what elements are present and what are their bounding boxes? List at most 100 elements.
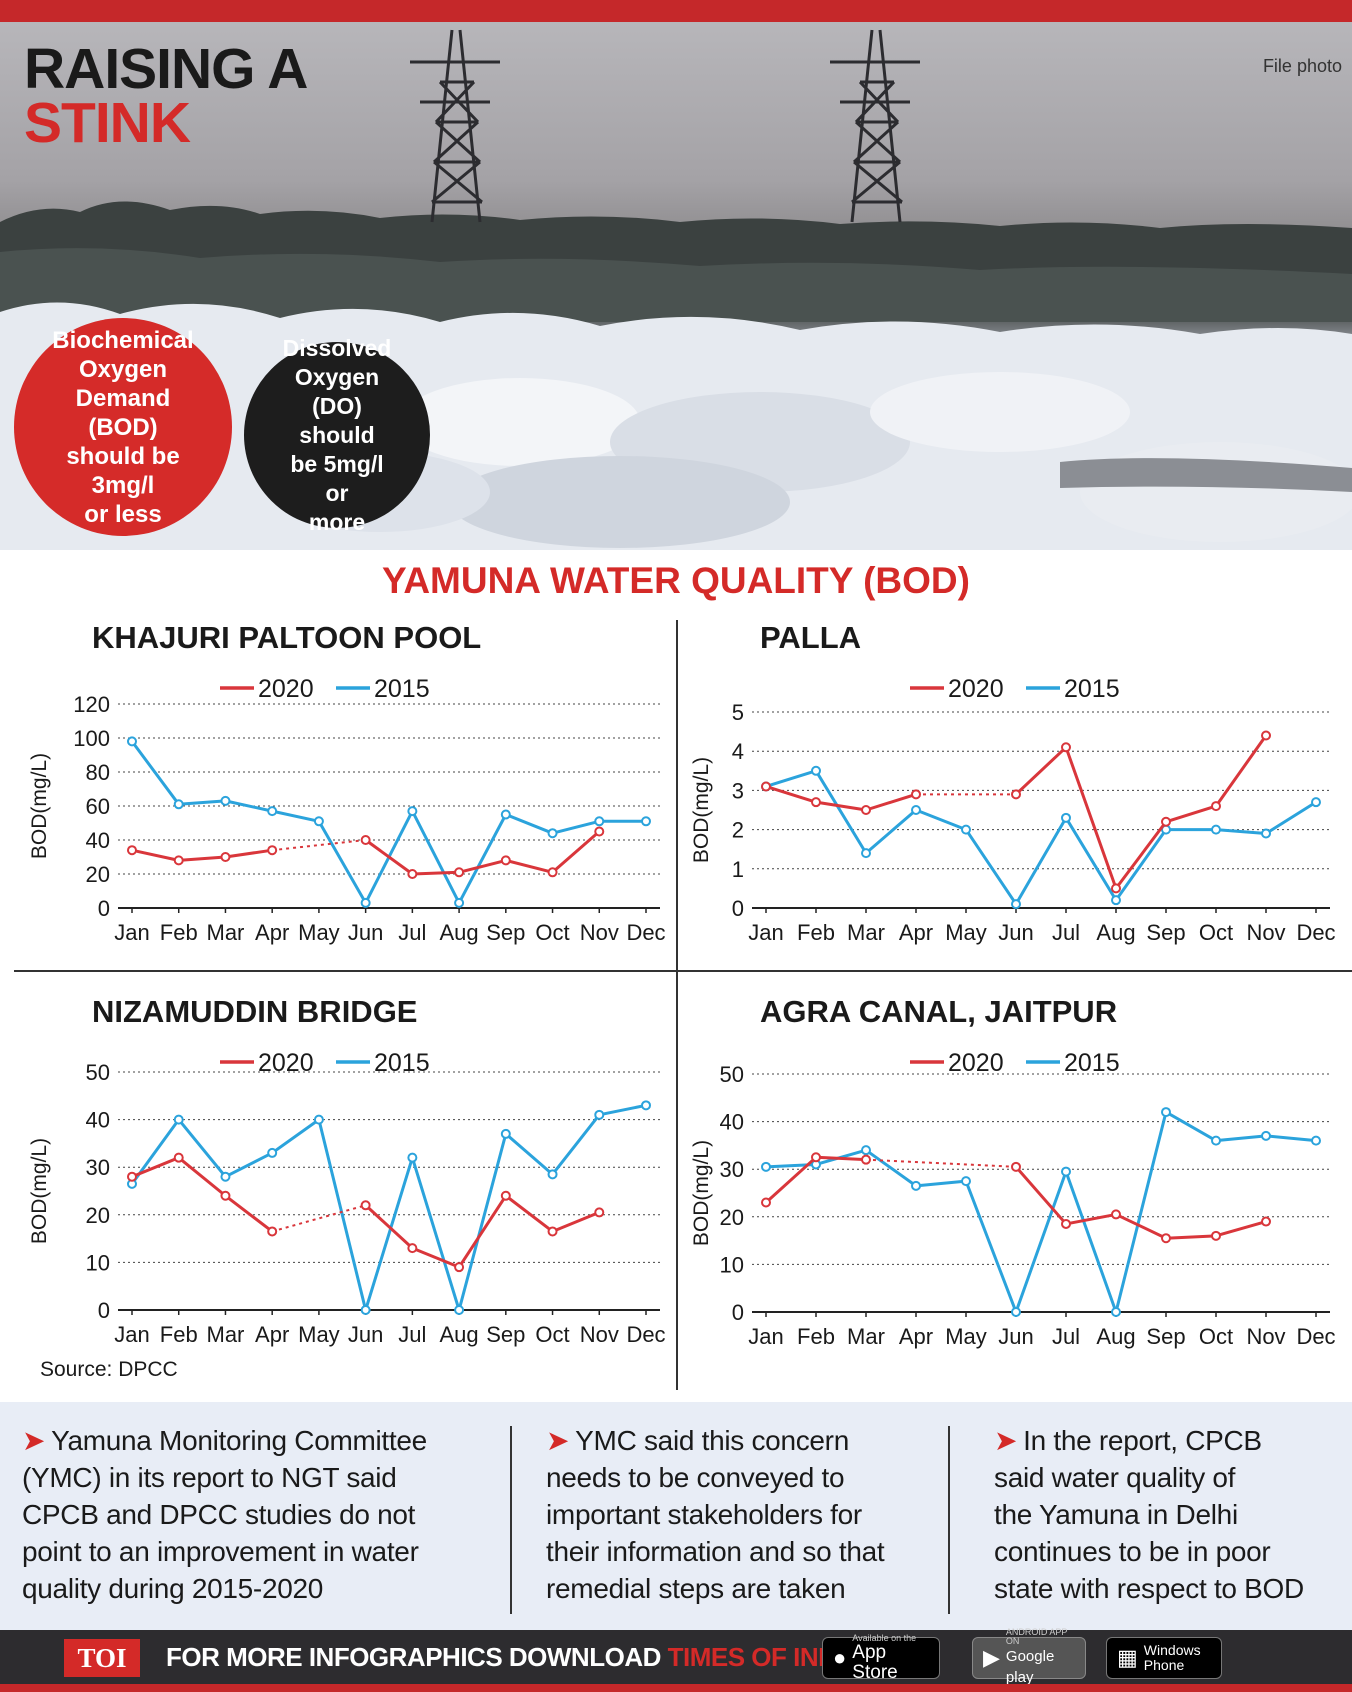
series-segment-2015: [964, 828, 1018, 906]
data-point-2015: [454, 1305, 465, 1315]
data-point-2020: [127, 845, 137, 856]
data-point-2020: [127, 1171, 137, 1182]
x-tick-label: May: [298, 1322, 340, 1347]
bod-badge-line: Demand (BOD): [75, 384, 171, 441]
legend-label-2020: 2020: [948, 1049, 1004, 1077]
series-segment-2015: [177, 1118, 227, 1179]
x-tick-label: Jul: [398, 920, 426, 945]
windows-icon: ▦: [1117, 1645, 1138, 1670]
series-segment-2015: [410, 1156, 461, 1312]
data-point-2020: [220, 1190, 231, 1201]
data-point-2020: [1161, 1233, 1171, 1244]
x-tick-label: Oct: [535, 920, 569, 945]
windows-phone-button[interactable]: ▦ Windows Phone: [1106, 1637, 1222, 1679]
panel-title: KHAJURI PALTOON POOL: [92, 620, 481, 655]
series-segment-2015: [1114, 1110, 1168, 1314]
series-segment-2015: [1064, 1170, 1118, 1314]
y-tick-label: 0: [732, 896, 744, 921]
x-tick-label: Jan: [748, 1324, 783, 1349]
note-line: YMC said this concern: [575, 1425, 849, 1456]
data-point-2015: [500, 809, 511, 820]
data-point-2015: [313, 1114, 324, 1125]
x-tick-label: Jul: [1052, 920, 1080, 945]
x-tick-label: Aug: [440, 920, 479, 945]
series-segment-2020: [864, 792, 918, 812]
series-segment-2015: [597, 1103, 648, 1117]
x-tick-label: Mar: [207, 920, 245, 945]
series-segment-2020: [457, 1194, 508, 1269]
note-line: continues to be in poor: [994, 1536, 1271, 1567]
x-tick-label: Dec: [1296, 1324, 1335, 1349]
data-point-2015: [1061, 812, 1071, 823]
series-segment-2015: [317, 1118, 368, 1312]
data-point-2015: [961, 824, 971, 835]
series-segment-2020: [1014, 1165, 1068, 1226]
y-tick-label: 1: [732, 857, 744, 882]
data-point-2015: [1261, 828, 1271, 839]
series-segment-2015: [1014, 1170, 1068, 1314]
x-tick-label: Dec: [1296, 920, 1335, 945]
data-point-2015: [911, 805, 921, 815]
y-axis-label: BOD(mg/L): [28, 1138, 51, 1244]
pylon-left: [410, 29, 500, 223]
y-tick-label: 120: [73, 692, 110, 717]
x-tick-label: Feb: [160, 920, 198, 945]
hero-title: RAISING A STINK: [24, 41, 308, 152]
series-segment-2015: [1214, 828, 1268, 836]
data-point-2015: [1011, 899, 1021, 910]
x-tick-label: Nov: [1246, 1324, 1285, 1349]
series-segment-2015: [410, 809, 461, 905]
y-tick-label: 4: [732, 739, 744, 764]
x-tick-label: Sep: [1146, 1324, 1185, 1349]
note-cpcb-report: ➤ In the report, CPCB said water quality …: [994, 1422, 1304, 1607]
data-point-2015: [641, 1100, 651, 1111]
agra-canal-jaitpur-chart: AGRA CANAL, JAITPUR 2020 2015 0 10 20 30 40 50 Ja…: [690, 994, 1336, 1349]
legend-label-2015: 2015: [1064, 1049, 1120, 1077]
data-point-2020: [407, 869, 418, 879]
app-store-button[interactable]: ● Available on the App Store: [822, 1632, 940, 1682]
data-point-2020: [407, 1243, 418, 1254]
x-tick-label: May: [298, 920, 340, 945]
source-note: Source: DPCC: [40, 1358, 178, 1381]
google-play-button[interactable]: ▶ ANDROID APP ON Google play: [972, 1628, 1086, 1686]
note-line: important stakeholders for: [546, 1499, 862, 1530]
series-segment-2015: [914, 1179, 968, 1188]
data-point-2015: [641, 816, 651, 827]
data-point-2020: [454, 1262, 465, 1273]
google-play-small-label: ANDROID APP ON: [1005, 1627, 1068, 1646]
data-point-2015: [407, 1152, 418, 1163]
series-segment-2020: [551, 830, 601, 874]
toi-logo[interactable]: TOI: [64, 1639, 140, 1677]
data-point-2015: [1311, 1135, 1321, 1146]
legend-label-2015: 2015: [1064, 675, 1120, 703]
panel-divider-horizontal: [14, 970, 1352, 972]
x-tick-label: Feb: [160, 1322, 198, 1347]
notes-panel: ➤ Yamuna Monitoring Committee (YMC) in it…: [0, 1402, 1352, 1630]
bod-standard-badge: Biochemical Oxygen Demand (BOD) should b…: [14, 318, 232, 536]
data-point-2020: [1061, 742, 1071, 753]
do-badge-line: be 5mg/l or: [290, 450, 384, 506]
series-segment-2015: [551, 819, 601, 835]
x-tick-label: Apr: [255, 920, 289, 945]
app-store-small-label: Available on the: [852, 1632, 917, 1643]
data-point-2020: [220, 852, 231, 862]
note-divider: [948, 1426, 950, 1614]
data-point-2020: [173, 855, 184, 866]
y-tick-label: 0: [732, 1300, 744, 1325]
y-tick-label: 3: [732, 778, 744, 803]
data-point-2020: [547, 1226, 558, 1237]
x-tick-label: Feb: [797, 1324, 835, 1349]
x-tick-label: Aug: [1096, 1324, 1135, 1349]
note-line: remedial steps are taken: [546, 1573, 846, 1604]
y-tick-label: 0: [98, 896, 110, 921]
data-point-2015: [594, 816, 605, 827]
data-point-2020: [861, 805, 871, 815]
panel-divider-vertical: [676, 620, 678, 1390]
y-tick-label: 40: [720, 1110, 744, 1135]
series-segment-2015: [551, 1113, 601, 1176]
note-line: (YMC) in its report to NGT said: [22, 1462, 397, 1493]
data-point-2020: [454, 867, 465, 878]
legend-label-2015: 2015: [374, 1049, 430, 1077]
arrow-icon: ➤: [994, 1425, 1018, 1456]
y-tick-label: 40: [86, 828, 110, 853]
